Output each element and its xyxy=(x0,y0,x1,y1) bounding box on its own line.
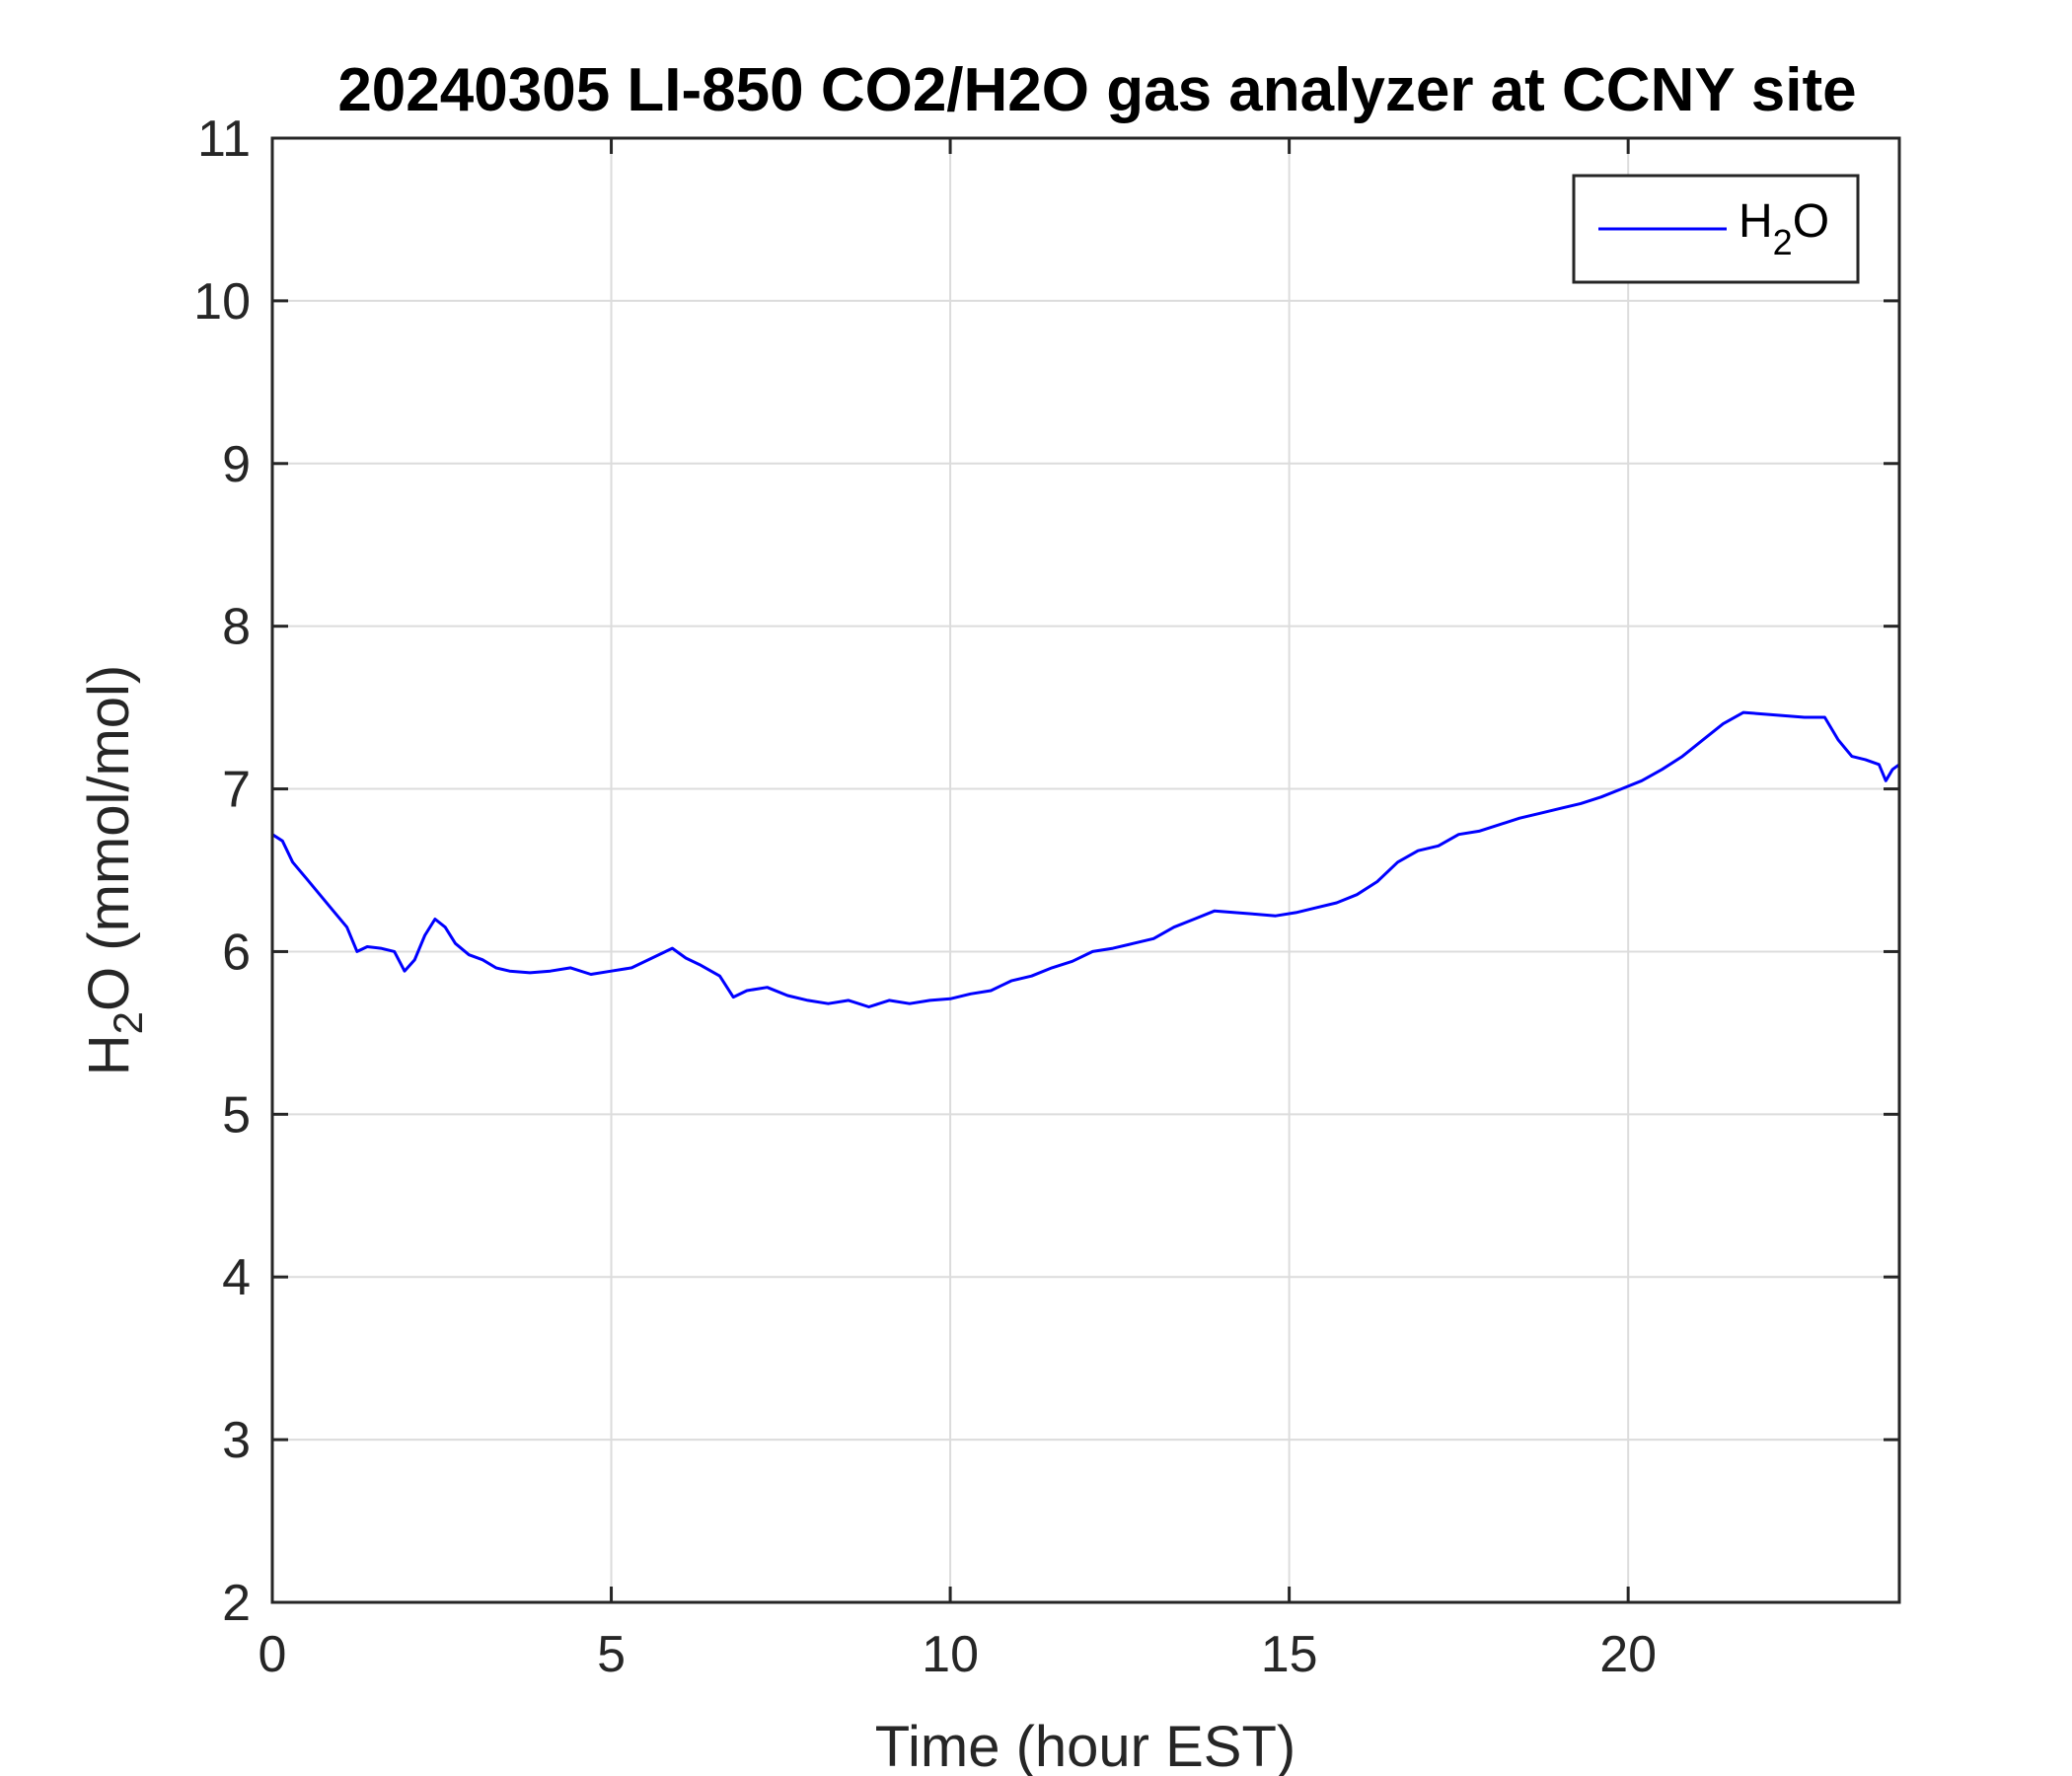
y-tick-label: 6 xyxy=(222,924,251,981)
y-tick-label: 11 xyxy=(197,111,251,168)
y-tick-label: 4 xyxy=(222,1249,251,1306)
y-tick-label: 8 xyxy=(222,599,251,656)
y-axis-label-main: H xyxy=(77,1034,141,1075)
series-line-h2o xyxy=(271,710,1900,1008)
x-tick-label: 20 xyxy=(1599,1626,1657,1683)
y-axis-label-subscript: 2 xyxy=(105,1011,151,1034)
legend-label-h2o: H2O xyxy=(1739,195,1829,262)
y-axis-label: H2O (mmol/mol) xyxy=(77,665,151,1075)
x-axis-label: Time (hour EST) xyxy=(875,1715,1295,1776)
y-axis-label-rest: O (mmol/mol) xyxy=(77,665,141,1011)
y-tick-label: 9 xyxy=(222,436,251,493)
x-tick-label: 15 xyxy=(1261,1626,1318,1683)
legend-label-rest: O xyxy=(1793,195,1829,248)
y-tick-label: 2 xyxy=(222,1575,251,1632)
axes-frame xyxy=(270,136,1901,1604)
y-tick-label: 3 xyxy=(222,1412,251,1469)
legend-label-main: H xyxy=(1739,195,1773,248)
grid xyxy=(272,138,1899,1602)
y-tick-label: 10 xyxy=(193,273,251,331)
legend: H2O xyxy=(1572,174,1860,284)
x-tick-label: 0 xyxy=(259,1626,287,1683)
legend-label-subscript: 2 xyxy=(1773,222,1793,262)
x-tick-label: 5 xyxy=(597,1626,626,1683)
x-tick-label: 10 xyxy=(922,1626,979,1683)
y-tick-label: 5 xyxy=(222,1086,251,1144)
chart-title: 20240305 LI-850 CO2/H2O gas analyzer at … xyxy=(337,56,1856,124)
plot-area xyxy=(271,710,1900,1008)
axis-ticks: 0 5 10 15 20 2 3 4 5 6 7 8 9 10 11 xyxy=(193,111,1899,1683)
y-tick-label: 7 xyxy=(222,762,251,819)
